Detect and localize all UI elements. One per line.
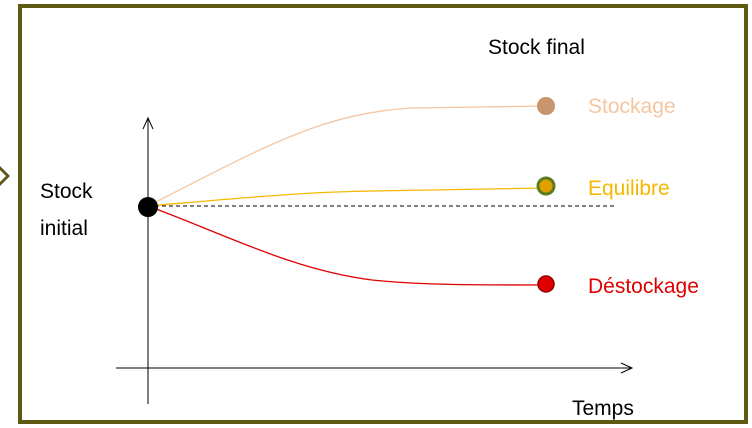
stock-final-label: Stock final <box>488 36 585 59</box>
y-axis-arrowhead <box>142 116 154 130</box>
stockage-label: Stockage <box>588 95 676 118</box>
destockage-label: Déstockage <box>588 275 699 298</box>
x-axis-arrowhead <box>620 362 634 374</box>
destockage-dot <box>537 275 555 293</box>
stock-diagram <box>116 97 634 404</box>
initial-stock-dot <box>138 197 158 217</box>
slide-arrow-icon <box>0 166 10 186</box>
stockage-curve <box>147 105 546 207</box>
stock-initial-label-line2: initial <box>40 217 88 240</box>
destockage-curve <box>147 205 546 286</box>
equilibre-label: Equilibre <box>588 177 670 200</box>
time-axis-label: Temps <box>572 397 634 420</box>
stockage-dot <box>537 97 555 115</box>
diagram-frame: Stock final Stock initial Temps Stockage… <box>18 4 748 424</box>
equilibre-curve <box>147 187 546 207</box>
stock-initial-label-line1: Stock <box>40 180 93 203</box>
equilibre-dot <box>536 176 556 196</box>
